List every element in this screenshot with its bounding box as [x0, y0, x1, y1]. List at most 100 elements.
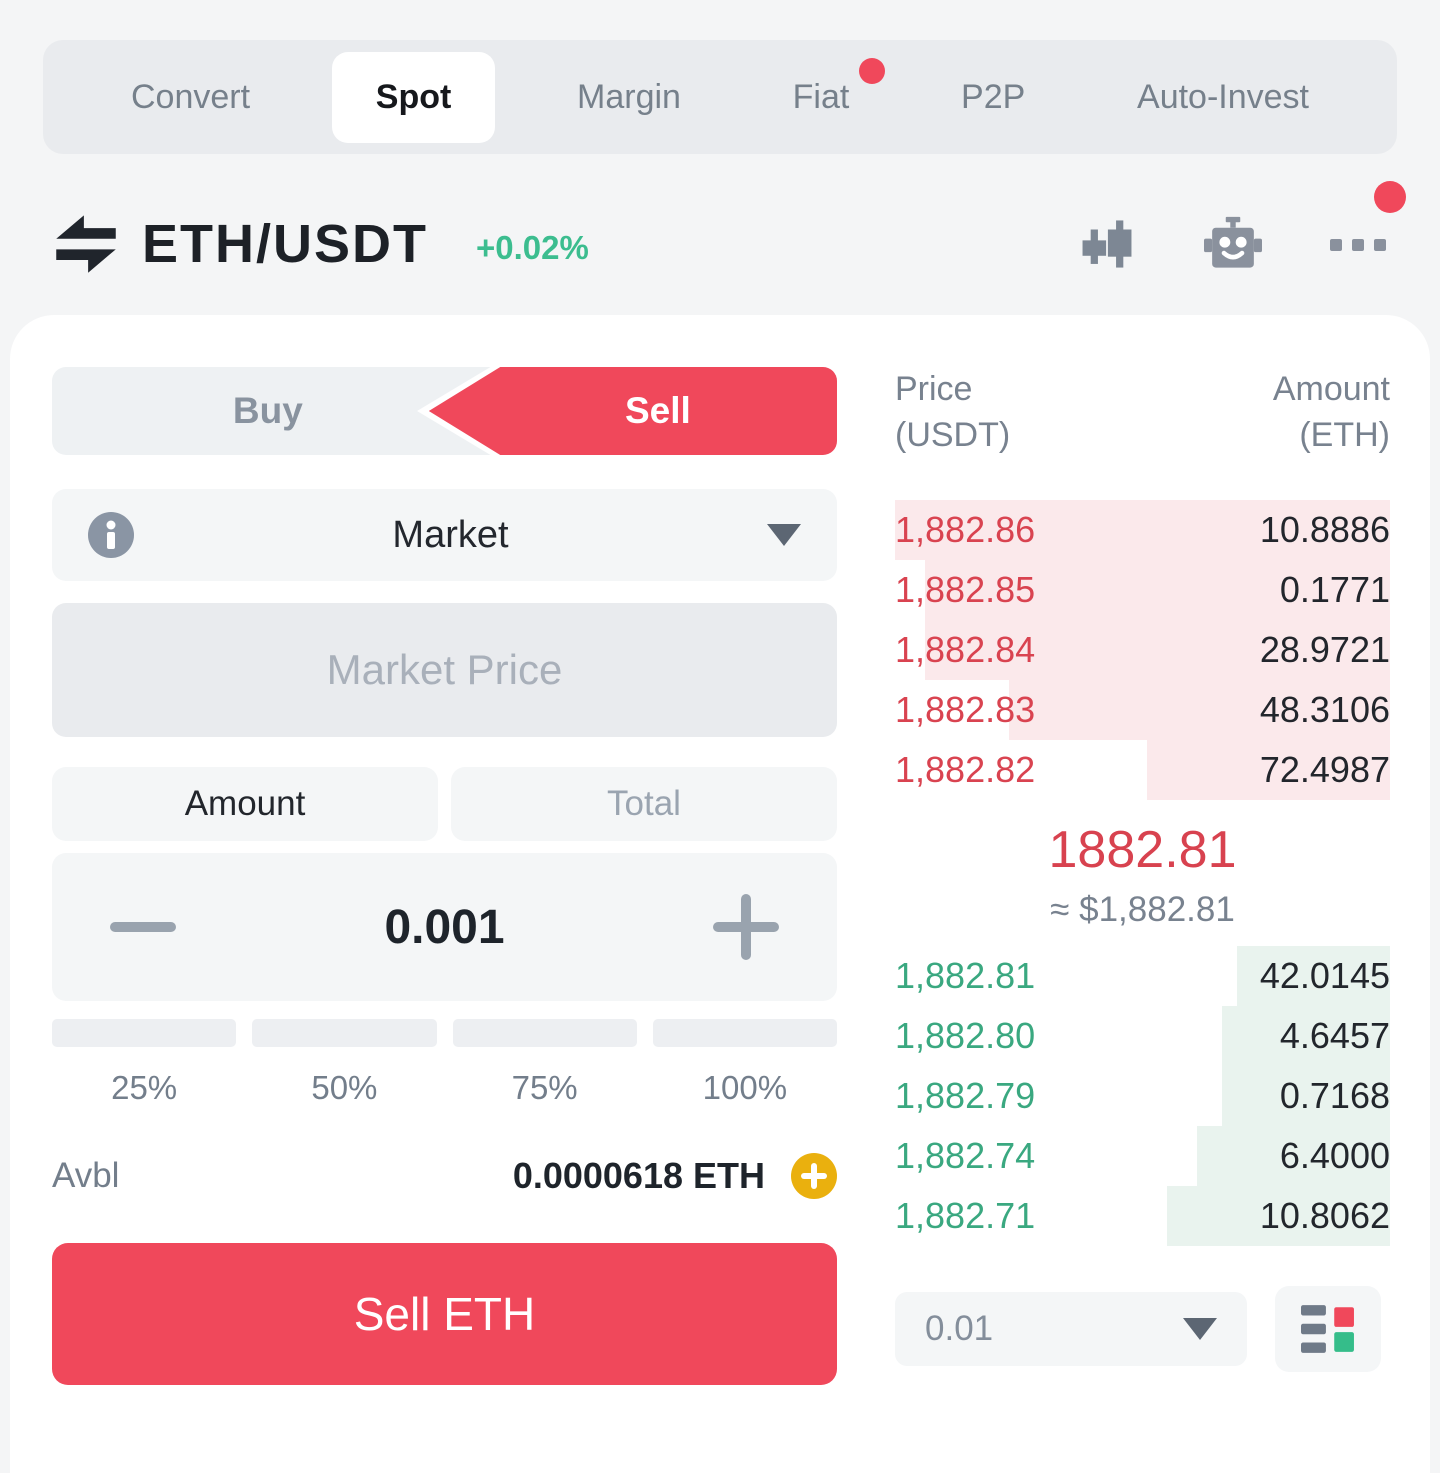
row-amount: 42.0145 [1259, 955, 1390, 997]
row-price: 1,882.79 [895, 1075, 1036, 1117]
row-price: 1,882.85 [895, 569, 1036, 611]
bid-row[interactable]: 1,882.80 4.6457 [895, 1006, 1390, 1067]
tab-auto-invest[interactable]: Auto-Invest [1107, 52, 1339, 143]
avbl-value: 0.0000618 ETH [512, 1155, 765, 1196]
last-price[interactable]: 1882.81 [1048, 821, 1237, 880]
percent-label-75: 75% [511, 1069, 578, 1106]
row-amount: 28.9721 [1259, 629, 1390, 671]
product-tab-bar: Convert Spot Margin Fiat P2P Auto-Invest [43, 40, 1397, 154]
market-price-input: Market Price [52, 603, 837, 737]
bid-row[interactable]: 1,882.79 0.7168 [895, 1066, 1390, 1127]
row-price: 1,882.84 [895, 629, 1036, 671]
ask-rows: 1,882.86 10.8886 1,882.85 0.1771 1,882.84 28.… [895, 500, 1390, 801]
order-type-select[interactable]: Market [52, 489, 837, 581]
percent-label-100: 100% [702, 1069, 788, 1106]
pair-swap-icon[interactable] [52, 210, 120, 278]
tab-label: Convert [131, 77, 251, 116]
depth-bar [1167, 1186, 1390, 1247]
sell-tab[interactable]: Sell [428, 367, 837, 455]
depth-bar [1196, 1126, 1390, 1187]
decrease-button[interactable] [110, 922, 176, 932]
percent-label-50: 50% [311, 1069, 378, 1106]
row-amount: 10.8886 [1259, 509, 1390, 551]
tab-p2p[interactable]: P2P [931, 52, 1055, 143]
row-price: 1,882.81 [895, 955, 1036, 997]
depth-bar [1236, 946, 1390, 1007]
sell-eth-button[interactable]: Sell ETH [52, 1243, 837, 1385]
ask-row[interactable]: 1,882.82 72.4987 [895, 740, 1390, 801]
percent-label-25: 25% [111, 1069, 178, 1106]
price-column-header: Price (USDT) [895, 370, 1011, 454]
deposit-plus-icon[interactable] [791, 1153, 837, 1199]
info-icon[interactable] [88, 512, 134, 558]
bid-row[interactable]: 1,882.74 6.4000 [895, 1126, 1390, 1187]
tab-total[interactable]: Total [451, 767, 837, 841]
tab-spot[interactable]: Spot [331, 51, 496, 143]
row-amount: 4.6457 [1279, 1015, 1390, 1057]
percent-bar-75[interactable] [452, 1019, 637, 1047]
tab-fiat[interactable]: Fiat [763, 52, 886, 143]
order-form: Buy Sell Market Market Price Amount Tota… [52, 367, 837, 1473]
chevron-down-icon [1183, 1318, 1217, 1341]
row-amount: 72.4987 [1259, 749, 1390, 791]
trading-bot-icon[interactable] [1204, 215, 1262, 273]
ask-row[interactable]: 1,882.83 48.3106 [895, 680, 1390, 741]
row-price: 1,882.71 [895, 1195, 1036, 1237]
depth-bar [1221, 1066, 1390, 1127]
ask-row[interactable]: 1,882.86 10.8886 [895, 500, 1390, 561]
ask-row[interactable]: 1,882.85 0.1771 [895, 560, 1390, 621]
order-book: Price (USDT) Amount (ETH) 1,882.86 10.888… [895, 367, 1390, 1473]
market-price-placeholder: Market Price [326, 646, 563, 693]
percent-labels: 25% 50% 75% 100% [52, 1069, 837, 1107]
tab-margin[interactable]: Margin [547, 52, 711, 143]
candlestick-chart-icon[interactable] [1078, 215, 1136, 273]
ask-row[interactable]: 1,882.84 28.9721 [895, 620, 1390, 681]
pair-name[interactable]: ETH/USDT [142, 214, 428, 274]
tab-convert[interactable]: Convert [101, 52, 280, 143]
depth-bar [1147, 740, 1390, 801]
notification-dot [859, 57, 886, 84]
tick-size-select[interactable]: 0.01 [895, 1292, 1247, 1367]
percent-bar-100[interactable] [652, 1019, 837, 1047]
fiat-approx-price: ≈ $1,882.81 [1050, 890, 1235, 930]
pair-header: ETH/USDT +0.02% [52, 181, 1406, 292]
tab-label: Spot [375, 77, 452, 116]
price-change-badge: +0.02% [476, 229, 589, 266]
row-amount: 48.3106 [1259, 689, 1390, 731]
row-price: 1,882.83 [895, 689, 1036, 731]
depth-bar [1008, 680, 1390, 741]
tab-label: P2P [961, 77, 1026, 116]
row-amount: 10.8062 [1259, 1195, 1390, 1237]
increase-button[interactable] [713, 894, 779, 960]
notification-dot [1374, 181, 1406, 213]
depth-bar [924, 620, 1390, 681]
bid-row[interactable]: 1,882.81 42.0145 [895, 946, 1390, 1007]
order-type-value: Market [392, 513, 509, 556]
row-amount: 6.4000 [1279, 1135, 1390, 1177]
book-layout-button[interactable] [1275, 1286, 1381, 1373]
order-book-header: Price (USDT) Amount (ETH) [895, 367, 1390, 458]
tick-size-value: 0.01 [925, 1309, 994, 1349]
buy-tab[interactable]: Buy [232, 390, 303, 431]
more-menu-icon[interactable] [1330, 181, 1406, 273]
avbl-label: Avbl [52, 1156, 120, 1195]
tab-amount[interactable]: Amount [52, 767, 438, 841]
last-price-block: 1882.81 ≈ $1,882.81 [895, 820, 1390, 930]
percent-bar-25[interactable] [52, 1019, 237, 1047]
quantity-value[interactable]: 0.001 [384, 900, 505, 954]
depth-bar [1221, 1006, 1390, 1067]
available-balance-row: Avbl 0.0000618 ETH [52, 1153, 837, 1199]
row-price: 1,882.86 [895, 509, 1036, 551]
row-price: 1,882.82 [895, 749, 1036, 791]
row-price: 1,882.74 [895, 1135, 1036, 1177]
tab-label: Fiat [792, 77, 850, 116]
percent-slider [52, 1019, 837, 1047]
tab-label: Margin [577, 77, 681, 116]
tab-label: Auto-Invest [1137, 77, 1309, 116]
row-price: 1,882.80 [895, 1015, 1036, 1057]
bid-rows: 1,882.81 42.0145 1,882.80 4.6457 1,882.79 0.7… [895, 946, 1390, 1247]
percent-bar-50[interactable] [252, 1019, 437, 1047]
order-book-controls: 0.01 [895, 1286, 1390, 1373]
amount-total-tabs: Amount Total [52, 767, 837, 841]
bid-row[interactable]: 1,882.71 10.8062 [895, 1186, 1390, 1247]
